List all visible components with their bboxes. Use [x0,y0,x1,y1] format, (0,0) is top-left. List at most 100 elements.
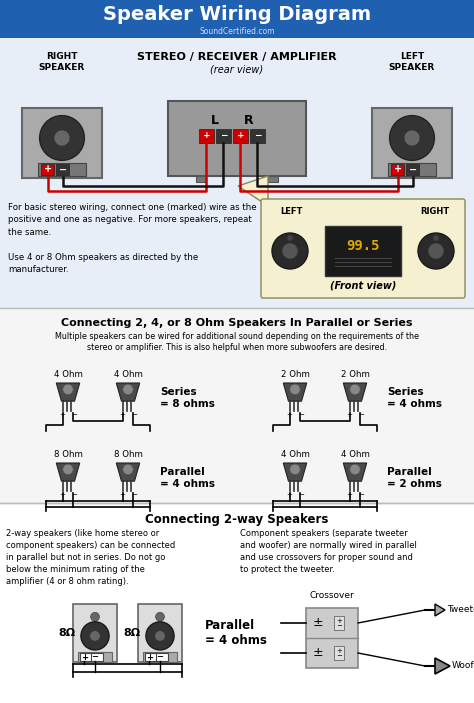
Bar [0,308,474,503]
Circle shape [350,384,360,394]
Circle shape [350,464,360,475]
Bar [38,163,86,176]
Text: −: − [298,412,304,418]
Bar [334,616,344,630]
Text: amplifier (4 or 8 ohm rating).: amplifier (4 or 8 ohm rating). [6,577,128,586]
Circle shape [428,243,444,259]
Bar [41,164,54,175]
Circle shape [155,612,164,621]
Bar [372,108,452,178]
Circle shape [146,622,174,650]
Text: +: + [119,492,125,498]
Circle shape [290,464,300,475]
Text: Series
= 8 ohms: Series = 8 ohms [160,387,215,409]
Text: Woofer: Woofer [452,662,474,671]
Text: Multiple speakers can be wired for additional sound depending on the requirement: Multiple speakers can be wired for addit… [55,332,419,341]
Text: +: + [346,412,352,418]
Polygon shape [116,383,140,401]
Text: −: − [409,165,417,174]
Text: −: − [156,652,163,662]
Text: +: + [336,648,342,654]
Bar [268,176,278,181]
Text: −: − [59,165,67,174]
Polygon shape [343,463,367,481]
Text: +: + [286,492,292,498]
Bar [250,129,265,143]
Text: Parallel
= 4 ohms: Parallel = 4 ohms [160,467,215,489]
Text: 99.5: 99.5 [346,239,380,253]
Text: +: + [59,492,65,498]
Text: −: − [131,492,137,498]
Circle shape [287,235,293,241]
Text: 8Ω: 8Ω [58,628,75,638]
Text: −: − [358,412,364,418]
Polygon shape [283,383,307,401]
Bar [56,164,69,175]
Text: For basic stereo wiring, connect one (marked) wire as the
positive and one as ne: For basic stereo wiring, connect one (ma… [8,203,256,237]
Text: 4 Ohm: 4 Ohm [54,370,82,379]
Text: −: − [91,652,98,662]
Circle shape [290,384,300,394]
Polygon shape [283,463,307,481]
Text: 4 Ohm: 4 Ohm [281,450,310,459]
Circle shape [63,464,73,475]
Text: +: + [59,412,65,418]
Text: −: − [336,623,342,629]
Text: below the minimum rating of the: below the minimum rating of the [6,565,145,574]
Text: +: + [237,131,244,141]
Text: 2-way speakers (like home stereo or: 2-way speakers (like home stereo or [6,529,159,538]
Text: 2 Ohm: 2 Ohm [281,370,310,379]
Bar [216,129,231,143]
Bar [388,163,436,176]
Circle shape [81,622,109,650]
Text: −: − [358,492,364,498]
Circle shape [90,631,100,641]
Circle shape [40,115,84,160]
Circle shape [282,243,298,259]
Circle shape [63,384,73,394]
Text: +: + [146,652,153,662]
Circle shape [91,612,100,621]
Text: −: − [254,131,261,141]
Text: RIGHT: RIGHT [420,207,449,216]
Polygon shape [435,604,445,616]
Text: R: R [244,113,254,127]
Text: LEFT: LEFT [280,207,302,216]
Text: (Front view): (Front view) [330,281,396,291]
Bar [233,129,248,143]
Text: in parallel but not in series. Do not go: in parallel but not in series. Do not go [6,553,165,562]
Text: −: − [220,131,227,141]
Text: L: L [211,113,219,127]
Polygon shape [238,176,268,206]
Text: Speaker Wiring Diagram: Speaker Wiring Diagram [103,4,371,23]
Text: −: − [131,412,137,418]
Bar [325,226,401,276]
Circle shape [54,130,70,146]
Circle shape [433,235,439,241]
Bar [334,646,344,660]
Text: and woofer) are normally wired in parallel: and woofer) are normally wired in parall… [240,541,417,550]
Text: Tweeter: Tweeter [447,605,474,614]
Bar [0,38,474,308]
Bar [146,653,157,661]
Bar [155,653,168,661]
Text: (rear view): (rear view) [210,65,264,75]
Text: −: − [298,492,304,498]
Text: Crossover: Crossover [310,591,355,600]
Text: Component speakers (separate tweeter: Component speakers (separate tweeter [240,529,408,538]
Polygon shape [343,383,367,401]
Polygon shape [116,463,140,481]
Text: to protect the tweeter.: to protect the tweeter. [240,565,335,574]
Circle shape [123,384,133,394]
Bar [406,164,419,175]
Bar [91,653,102,661]
Bar [0,503,474,703]
Text: −: − [71,412,77,418]
Text: +: + [346,492,352,498]
Text: ±: ± [312,647,323,659]
Text: component speakers) can be connected: component speakers) can be connected [6,541,175,550]
Text: −: − [336,653,342,659]
Text: +: + [393,165,402,174]
Text: 8 Ohm: 8 Ohm [54,450,82,459]
Text: +: + [119,412,125,418]
